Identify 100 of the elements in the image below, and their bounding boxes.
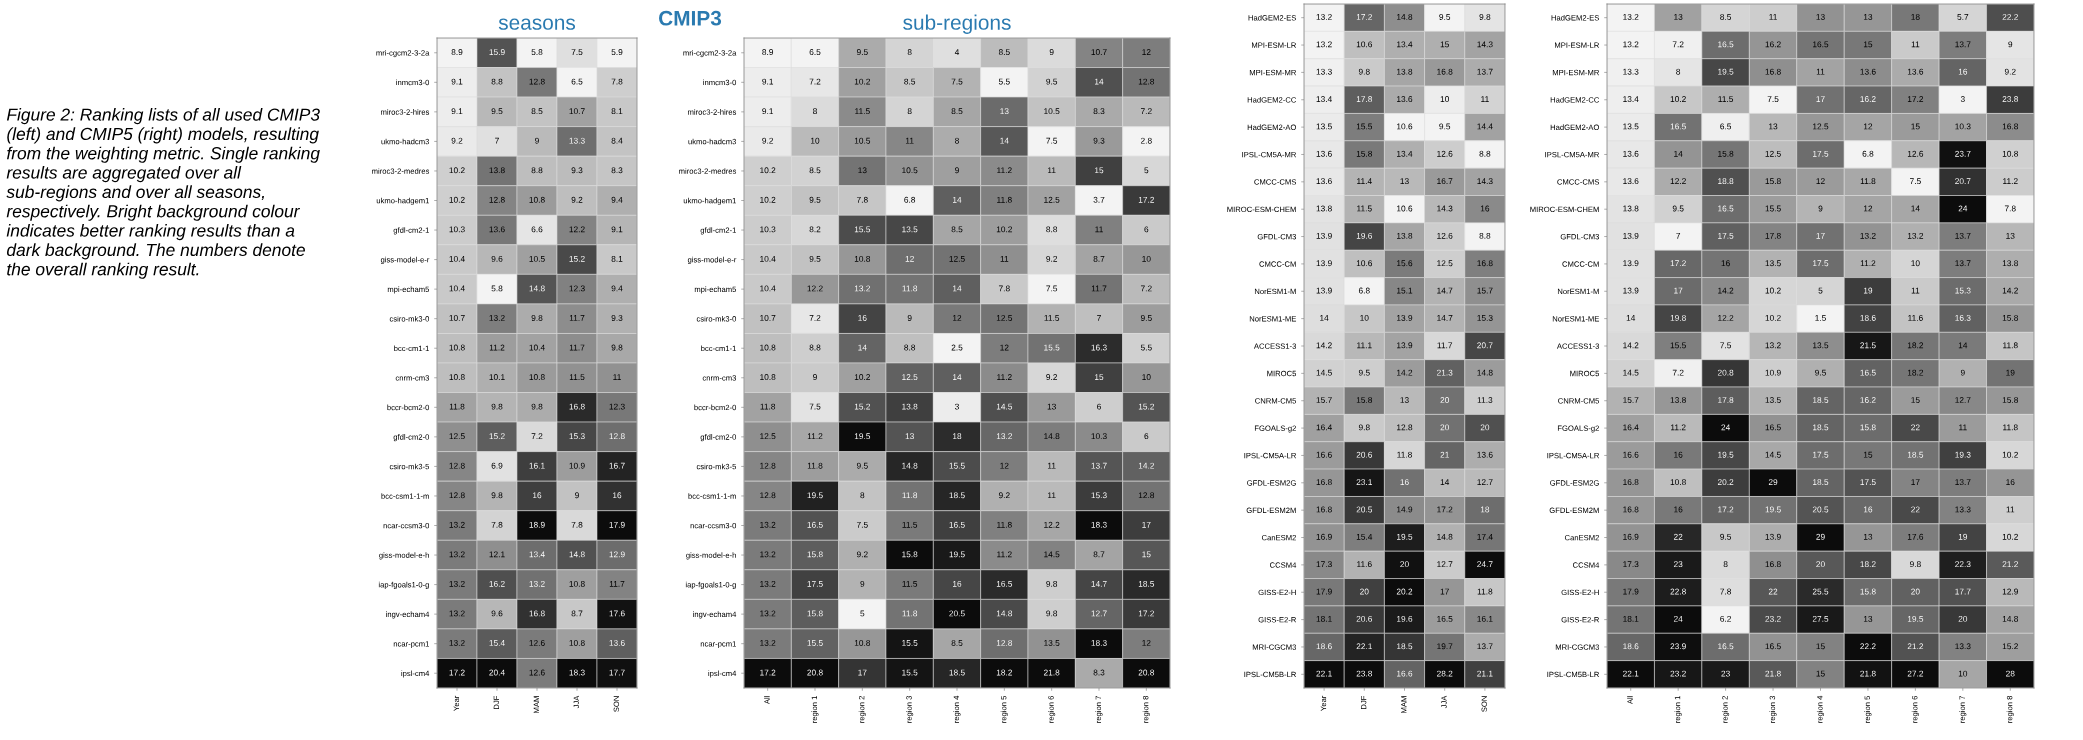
data-label: 10.2 <box>760 167 776 174</box>
data-label: 20.7 <box>1955 178 1971 185</box>
data-label: 15 <box>1440 41 1449 48</box>
data-label: 10.1 <box>489 374 505 381</box>
data-label: 9.3 <box>1093 137 1105 144</box>
data-label: 13.6 <box>489 226 505 233</box>
data-label: 8.8 <box>531 167 543 174</box>
data-label: 21.5 <box>1860 342 1876 349</box>
data-label: 14.7 <box>1091 581 1107 587</box>
data-label: 18.3 <box>1091 521 1107 528</box>
data-label: 22 <box>1911 506 1920 513</box>
data-label: 12.9 <box>609 551 625 558</box>
data-label: 9.5 <box>856 49 868 56</box>
data-label: 23 <box>1673 561 1683 568</box>
data-label: 13.6 <box>1397 96 1413 102</box>
data-label: 12.8 <box>760 462 776 469</box>
data-label: 19.5 <box>807 492 823 499</box>
data-label: 10.8 <box>760 374 776 381</box>
data-label: 14.8 <box>529 285 545 292</box>
data-label: 11.8 <box>807 462 823 469</box>
data-label: 13.4 <box>1397 41 1413 48</box>
data-label: 14.8 <box>1437 533 1453 540</box>
data-label: 10.2 <box>2002 451 2018 458</box>
data-label: 15.8 <box>1356 397 1373 403</box>
data-label: 15.4 <box>489 640 505 646</box>
data-label: 12.6 <box>529 640 545 646</box>
data-label: 18.5 <box>1907 451 1924 458</box>
data-label: 15.8 <box>807 610 823 617</box>
data-label: 12.8 <box>1397 424 1413 431</box>
data-label: 10.6 <box>1397 205 1413 212</box>
data-label: 13 <box>858 167 867 174</box>
data-label: 11.2 <box>807 433 823 440</box>
data-label: 9.5 <box>1439 123 1451 130</box>
data-label: 12.8 <box>609 433 625 440</box>
data-label: 28 <box>2006 670 2015 677</box>
data-label: 14.8 <box>1044 433 1060 440</box>
data-label: 13.9 <box>1316 232 1332 239</box>
data-label: 17.7 <box>1955 588 1971 595</box>
data-label: 14 <box>1000 137 1009 144</box>
data-label: 13.2 <box>1907 232 1924 239</box>
data-label: 5 <box>1144 167 1149 174</box>
data-label: 7.8 <box>611 78 623 85</box>
data-label: 12.8 <box>529 78 545 85</box>
data-label: 15.6 <box>1397 260 1413 267</box>
data-label: 15.5 <box>902 669 918 676</box>
data-label: 17.8 <box>1356 96 1373 102</box>
data-label: 19.5 <box>1397 533 1413 540</box>
data-label: 16 <box>2006 479 2015 486</box>
data-label: 13.6 <box>1623 178 1639 185</box>
data-label: 9.5 <box>1046 78 1058 85</box>
data-label: 10 <box>1958 670 1968 677</box>
data-label: 22 <box>1911 424 1920 431</box>
data-label: 5.5 <box>1140 344 1152 351</box>
data-label: 9.1 <box>451 78 463 85</box>
data-label: 14 <box>953 285 962 292</box>
data-label: 13.9 <box>1316 287 1332 294</box>
data-label: 24.7 <box>1477 561 1493 568</box>
data-label: 20.5 <box>1812 506 1829 513</box>
data-label: 13.2 <box>489 315 505 321</box>
data-label: 18.3 <box>1091 640 1107 646</box>
data-label: 13.6 <box>1477 451 1493 458</box>
data-label: 17.2 <box>1138 196 1155 203</box>
data-label: 16 <box>1674 506 1683 513</box>
data-label: 9.8 <box>531 315 543 321</box>
data-label: 13.8 <box>489 167 505 174</box>
data-label: 10.2 <box>996 226 1013 233</box>
data-label: 22.3 <box>1955 561 1971 568</box>
data-label: 12.9 <box>2002 588 2018 595</box>
data-label: 13.2 <box>760 640 776 646</box>
data-label: 15 <box>1863 451 1873 458</box>
data-label: 13.8 <box>1397 68 1413 75</box>
data-label: 14.5 <box>1623 369 1639 376</box>
data-label: 13.9 <box>1623 287 1639 294</box>
data-label: 10.4 <box>760 255 776 262</box>
data-label: 14.4 <box>1477 123 1493 130</box>
data-label: 7 <box>495 137 499 144</box>
data-label: 13.8 <box>1316 205 1332 212</box>
data-label: 18.1 <box>1316 615 1332 622</box>
data-label: 10 <box>811 137 820 144</box>
data-label: 3 <box>955 403 959 410</box>
data-label: 10.5 <box>1044 108 1060 115</box>
text: CMIP3 <box>659 10 722 26</box>
data-label: 8.5 <box>951 226 963 233</box>
data-label: 19.8 <box>1670 314 1686 321</box>
data-label: 14.2 <box>1623 342 1639 349</box>
data-label: 8.8 <box>1479 150 1491 157</box>
data-label: 11.5 <box>855 108 870 115</box>
data-label: 12.8 <box>1138 78 1155 85</box>
data-label: 13.4 <box>1316 96 1332 102</box>
data-label: 7.2 <box>1140 108 1152 115</box>
data-label: 14.2 <box>2002 287 2018 294</box>
data-label: 20.8 <box>807 669 823 676</box>
data-label: 6 <box>1144 433 1149 440</box>
data-label: 20 <box>1958 615 1968 622</box>
data-label: 16.5 <box>807 521 823 528</box>
data-label: 7.5 <box>1720 342 1732 349</box>
data-label: 7.2 <box>809 315 821 321</box>
data-label: 13.2 <box>760 580 776 587</box>
data-label: 11 <box>1047 492 1056 499</box>
data-label: 12.2 <box>807 285 823 292</box>
